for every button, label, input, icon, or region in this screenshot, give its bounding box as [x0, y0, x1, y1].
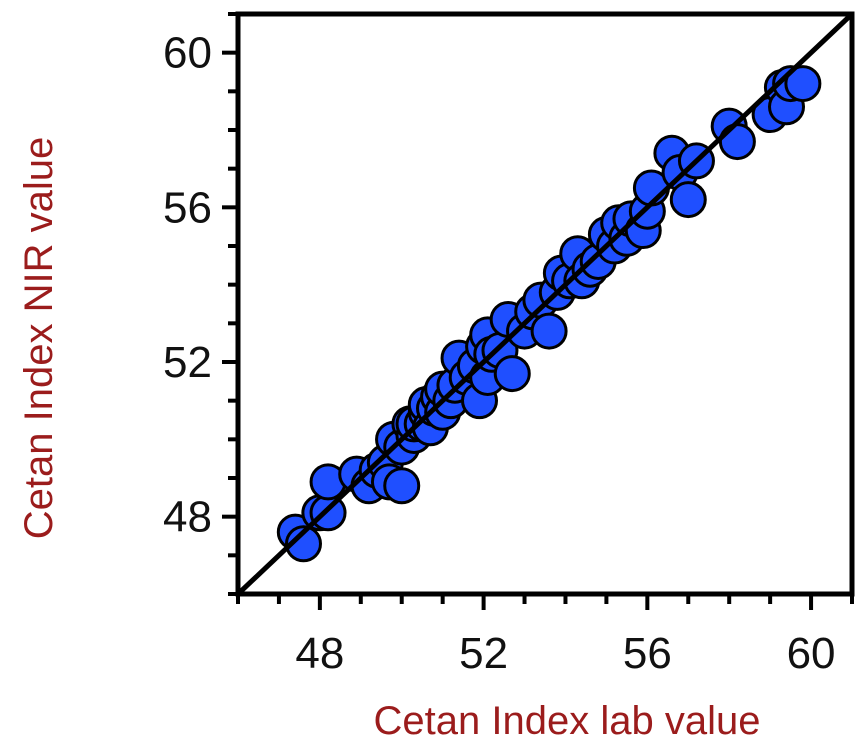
reference-line [236, 12, 854, 596]
data-point [784, 65, 822, 103]
tick-labels: 48 52 56 60 48 52 56 60 [163, 29, 835, 678]
data-point [493, 355, 531, 393]
reference-line-group [236, 12, 854, 596]
y-tick-label: 52 [163, 338, 212, 387]
data-point [718, 123, 756, 161]
x-axis-title: Cetan Index lab value [374, 699, 761, 743]
data-points [276, 65, 822, 563]
y-tick-label: 56 [163, 183, 212, 232]
x-tick-label: 52 [459, 629, 508, 678]
data-point [383, 467, 421, 505]
y-axis-title: Cetan Index NIR value [17, 137, 61, 539]
x-tick-label: 60 [787, 629, 836, 678]
data-point [669, 181, 707, 219]
x-tick-label: 56 [623, 629, 672, 678]
y-tick-label: 48 [163, 493, 212, 542]
x-tick-label: 48 [295, 629, 344, 678]
y-tick-label: 60 [163, 29, 212, 78]
data-point [284, 525, 322, 563]
data-point [530, 312, 568, 350]
axis-ticks [222, 12, 854, 610]
